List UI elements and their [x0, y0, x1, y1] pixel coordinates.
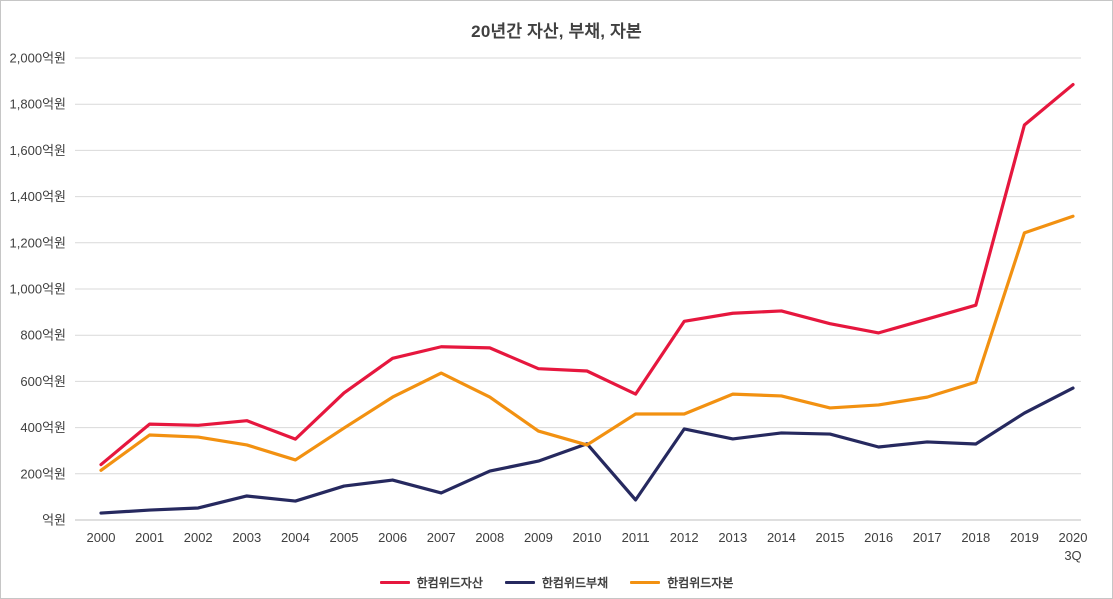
- series-line: [99, 214, 1075, 472]
- x-tick-label: 2003: [232, 530, 261, 545]
- x-tick-label: 2011: [622, 530, 650, 545]
- legend-item: 한컴위드부채: [504, 574, 609, 591]
- x-tick-label: 2007: [427, 530, 456, 545]
- x-tick-label: 2008: [475, 530, 504, 545]
- x-tick-label: 2013: [718, 530, 747, 545]
- x-tick-label: 2002: [184, 530, 213, 545]
- x-tick-label: 2006: [378, 530, 407, 545]
- legend-line-swatch: [630, 581, 661, 584]
- legend-line-swatch: [379, 581, 410, 584]
- legend-label: 한컴위드부채: [541, 576, 609, 590]
- legend-item: 한컴위드자산: [379, 574, 483, 591]
- x-tick-label: 2012: [670, 530, 699, 545]
- x-tick-label: 2016: [864, 530, 893, 545]
- y-tick-label: 1,200억원: [10, 235, 66, 250]
- y-tick-label: 1,800억원: [10, 97, 66, 112]
- x-tick-label: 2010: [573, 530, 602, 545]
- x-tick-label: 2014: [767, 530, 796, 545]
- y-tick-label: 1,000억원: [10, 282, 66, 297]
- x-tick-label: 2015: [816, 530, 845, 545]
- x-tick-label: 2004: [281, 530, 310, 545]
- y-tick-label: 200억원: [20, 466, 66, 481]
- x-tick-label: 2009: [524, 530, 553, 545]
- chart-title: 20년간 자산, 부채, 자본: [471, 22, 642, 41]
- series-line: [99, 82, 1075, 467]
- legend-line-swatch: [504, 581, 535, 584]
- x-tick-label: 2001: [135, 530, 164, 545]
- x-tick-label: 2019: [1010, 530, 1039, 545]
- legend: 한컴위드자산 한컴위드부채 한컴위드자본: [1, 574, 1112, 591]
- x-tick-label: 2005: [330, 530, 359, 545]
- y-tick-label: 억원: [42, 513, 66, 528]
- legend-item: 한컴위드자본: [630, 574, 733, 591]
- y-tick-label: 600억원: [20, 374, 66, 389]
- x-tick-label: 2020: [1059, 530, 1088, 545]
- x-tick-label: 2000: [87, 530, 116, 545]
- x-tick-label: 2017: [913, 530, 942, 545]
- y-tick-label: 1,600억원: [10, 143, 66, 158]
- series-line: [99, 386, 1075, 515]
- x-tick-label: 2018: [961, 530, 990, 545]
- legend-label: 한컴위드자본: [667, 576, 734, 590]
- y-tick-label: 800억원: [20, 328, 66, 343]
- legend-label: 한컴위드자산: [416, 576, 483, 590]
- y-tick-label: 2,000억원: [10, 51, 66, 66]
- x-tick-sublabel: 3Q: [1064, 548, 1081, 563]
- y-tick-label: 1,400억원: [10, 189, 66, 204]
- y-tick-label: 400억원: [20, 420, 66, 435]
